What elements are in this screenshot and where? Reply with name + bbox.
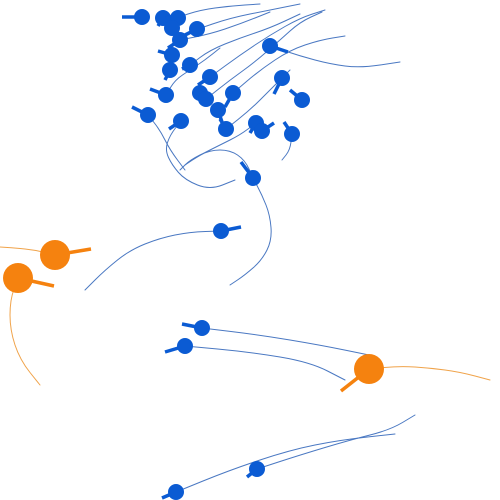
agent-body xyxy=(134,9,150,25)
blue-agent xyxy=(164,338,193,354)
blue-agent xyxy=(239,160,261,186)
blue-trail xyxy=(84,230,222,291)
blue-agent xyxy=(197,69,218,87)
blue-agent xyxy=(218,118,234,137)
blue-agent xyxy=(184,21,205,37)
blue-trail xyxy=(175,3,261,19)
blue-trail xyxy=(269,45,401,68)
orange-trail xyxy=(9,277,41,386)
agent-body xyxy=(202,69,218,85)
orange-agent xyxy=(339,354,384,393)
agent-body xyxy=(249,461,265,477)
orange-agent xyxy=(40,240,92,270)
agent-body xyxy=(262,38,278,54)
trails-layer xyxy=(0,3,491,493)
blue-agent xyxy=(213,223,242,239)
blue-agent xyxy=(122,9,150,25)
blue-agent xyxy=(272,70,290,95)
agent-body xyxy=(158,87,174,103)
agent-body xyxy=(189,21,205,37)
agent-body xyxy=(140,107,156,123)
agent-body xyxy=(168,484,184,500)
agent-body xyxy=(164,47,180,63)
agent-body xyxy=(182,57,198,73)
agent-body xyxy=(284,126,300,142)
agent-body xyxy=(164,20,180,36)
orange-trail xyxy=(368,366,491,381)
blue-agent xyxy=(262,38,289,54)
agent-body xyxy=(173,113,189,129)
blue-agent xyxy=(196,87,214,107)
blue-trail xyxy=(194,3,301,31)
blue-agent xyxy=(245,461,265,479)
agent-body xyxy=(210,102,226,118)
blue-trail xyxy=(209,9,326,78)
blue-trail xyxy=(256,414,416,470)
agent-body xyxy=(177,338,193,354)
agent-body xyxy=(294,92,310,108)
agent-body xyxy=(245,170,261,186)
agent-body xyxy=(198,91,214,107)
blue-agent xyxy=(168,113,189,131)
blue-trail xyxy=(232,35,346,94)
blue-agent xyxy=(157,47,180,63)
agent-body xyxy=(354,354,384,384)
blue-agent xyxy=(181,57,198,73)
agent-body xyxy=(172,32,188,48)
agent-body xyxy=(225,85,241,101)
blue-agent xyxy=(181,320,210,336)
blue-trail xyxy=(175,433,396,493)
blue-agent xyxy=(167,32,188,50)
blue-trail xyxy=(165,120,236,188)
blue-agent xyxy=(254,121,275,139)
agent-body xyxy=(3,263,33,293)
agent-body xyxy=(218,121,234,137)
blue-agent xyxy=(162,62,178,81)
agent-body xyxy=(40,240,70,270)
blue-trail xyxy=(184,345,346,381)
blue-agent xyxy=(131,105,156,123)
blue-trail xyxy=(201,327,370,356)
agents-layer xyxy=(3,9,384,500)
agent-body xyxy=(254,123,270,139)
blue-agent xyxy=(288,88,310,108)
agent-body xyxy=(194,320,210,336)
orange-agent xyxy=(3,263,55,293)
agent-body xyxy=(162,62,178,78)
blue-agent xyxy=(149,87,174,103)
blue-agent xyxy=(282,121,300,142)
blue-agent xyxy=(161,484,184,500)
blue-agent xyxy=(210,102,226,123)
blue-agent xyxy=(223,85,241,108)
blue-trail xyxy=(229,177,272,286)
blue-trail xyxy=(205,11,323,100)
agent-body xyxy=(274,70,290,86)
blue-agent xyxy=(164,15,180,36)
agent-body xyxy=(213,223,229,239)
blue-trail xyxy=(179,149,254,179)
